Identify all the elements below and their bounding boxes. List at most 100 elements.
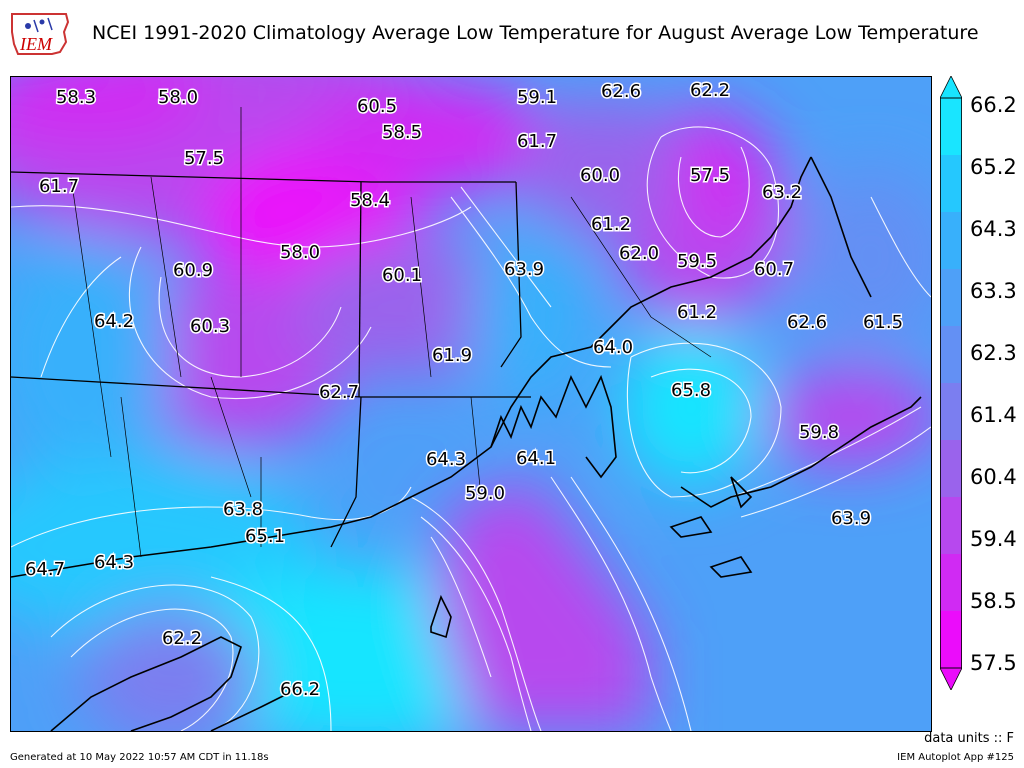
coastline-main [11, 156, 812, 578]
value-label: 64.7 [25, 559, 65, 580]
contour-8 [626, 342, 782, 498]
value-label: 63.9 [504, 259, 544, 280]
contour-6 [646, 126, 779, 279]
field-n [521, 97, 681, 237]
value-label: 61.5 [863, 312, 903, 333]
contour-15 [550, 476, 672, 731]
units-label: data units :: F [924, 731, 1014, 746]
value-label: 58.0 [280, 242, 320, 263]
value-label: 65.1 [245, 526, 285, 547]
value-label: 61.9 [432, 345, 472, 366]
contour-21 [870, 196, 931, 298]
climatology-map: 58.3 58.0 60.5 59.1 62.6 62.2 58.5 61.7 57.5 60.0… [10, 76, 932, 732]
colorbar-tick-label: 62.3 [970, 341, 1017, 365]
colorbar-segment [940, 269, 962, 327]
border-nh-me [500, 181, 522, 368]
coastline-ne [810, 156, 872, 298]
value-label: 60.1 [382, 265, 422, 286]
value-label: 59.5 [677, 251, 717, 272]
value-label: 61.7 [517, 131, 557, 152]
colorbar-tick-label: 64.3 [970, 217, 1017, 241]
field-low-north [11, 77, 211, 147]
value-label: 59.0 [465, 483, 505, 504]
contour-19 [70, 608, 234, 731]
value-label: 62.7 [319, 382, 359, 403]
value-label: 60.5 [357, 96, 397, 117]
field-mid-central [291, 237, 531, 377]
value-label: 63.2 [762, 182, 802, 203]
contour-1 [11, 205, 472, 248]
value-label: 57.5 [690, 165, 730, 186]
contour-5 [460, 186, 552, 308]
value-label: 62.6 [787, 312, 827, 333]
field-low-n2 [311, 77, 551, 197]
contour-10 [730, 406, 922, 498]
coastline-bays [490, 374, 617, 479]
value-label: 65.8 [671, 380, 711, 401]
value-label: 58.4 [350, 190, 390, 211]
colorbar-segment [940, 383, 962, 441]
value-label: 60.0 [580, 165, 620, 186]
value-label: 58.5 [382, 122, 422, 143]
field-ne-core [676, 112, 766, 232]
contour-22 [40, 256, 122, 378]
value-label: 62.2 [690, 80, 730, 101]
contour-7 [677, 146, 750, 238]
svg-text:IEM: IEM [19, 34, 53, 54]
value-labels: 58.3 58.0 60.5 59.1 62.6 62.2 58.5 61.7 57.5 60.0… [23, 79, 904, 702]
value-label: 61.2 [677, 302, 717, 323]
value-label: 63.8 [223, 499, 263, 520]
contour-4 [450, 196, 612, 368]
contour-16 [570, 476, 692, 731]
value-label: 66.2 [280, 679, 320, 700]
contour-2 [128, 246, 372, 400]
colorbar-tick-label: 61.4 [970, 403, 1017, 427]
county-lines [70, 107, 712, 558]
colorbar-tick-label: 65.2 [970, 155, 1017, 179]
colorbar-tick-label: 59.4 [970, 527, 1017, 551]
colorbar-segment [940, 611, 962, 669]
value-label: 62.2 [162, 628, 202, 649]
value-label: 64.0 [593, 337, 633, 358]
value-label: 62.0 [619, 243, 659, 264]
colorbar [939, 75, 963, 691]
colorbar-tick-label: 66.2 [970, 93, 1017, 117]
value-label: 58.0 [158, 87, 198, 108]
field-ne-east [791, 167, 931, 347]
colorbar-segment [940, 497, 962, 555]
contour-12 [410, 496, 542, 731]
contour-13 [420, 516, 532, 731]
field-li [81, 607, 261, 731]
value-label: 60.9 [173, 260, 213, 281]
colorbar-extend-max [939, 75, 963, 99]
border-ct-ri [330, 396, 362, 548]
colorbar-frame [940, 97, 962, 669]
colorbar-segment [940, 98, 962, 156]
field-cape [761, 367, 931, 467]
coastline-cape [680, 396, 922, 508]
contour-14 [430, 536, 492, 678]
value-label: 59.8 [799, 422, 839, 443]
value-label: 57.5 [184, 148, 224, 169]
border-ny-vt [11, 171, 516, 183]
colorbar-segment [940, 155, 962, 213]
colorbar-extend-min [939, 667, 963, 691]
colorbar-tick-label: 60.4 [970, 465, 1017, 489]
contour-9 [650, 368, 752, 474]
value-label: 58.3 [56, 87, 96, 108]
value-label: 64.3 [94, 552, 134, 573]
value-label: 63.9 [831, 508, 871, 529]
iem-logo: IEM [8, 8, 72, 64]
contour-11 [740, 426, 931, 518]
colorbar-segment [940, 440, 962, 498]
value-label: 61.7 [39, 176, 79, 197]
colorbar-tick-label: 57.5 [970, 651, 1017, 675]
value-label: 60.3 [190, 316, 230, 337]
contour-20 [210, 576, 332, 731]
value-label: 60.7 [754, 259, 794, 280]
value-label: 62.6 [601, 81, 641, 102]
value-label: 64.1 [516, 448, 556, 469]
colorbar-segment [940, 554, 962, 612]
border-vt-nh [358, 181, 362, 398]
colorbar-tick-label: 63.3 [970, 279, 1017, 303]
